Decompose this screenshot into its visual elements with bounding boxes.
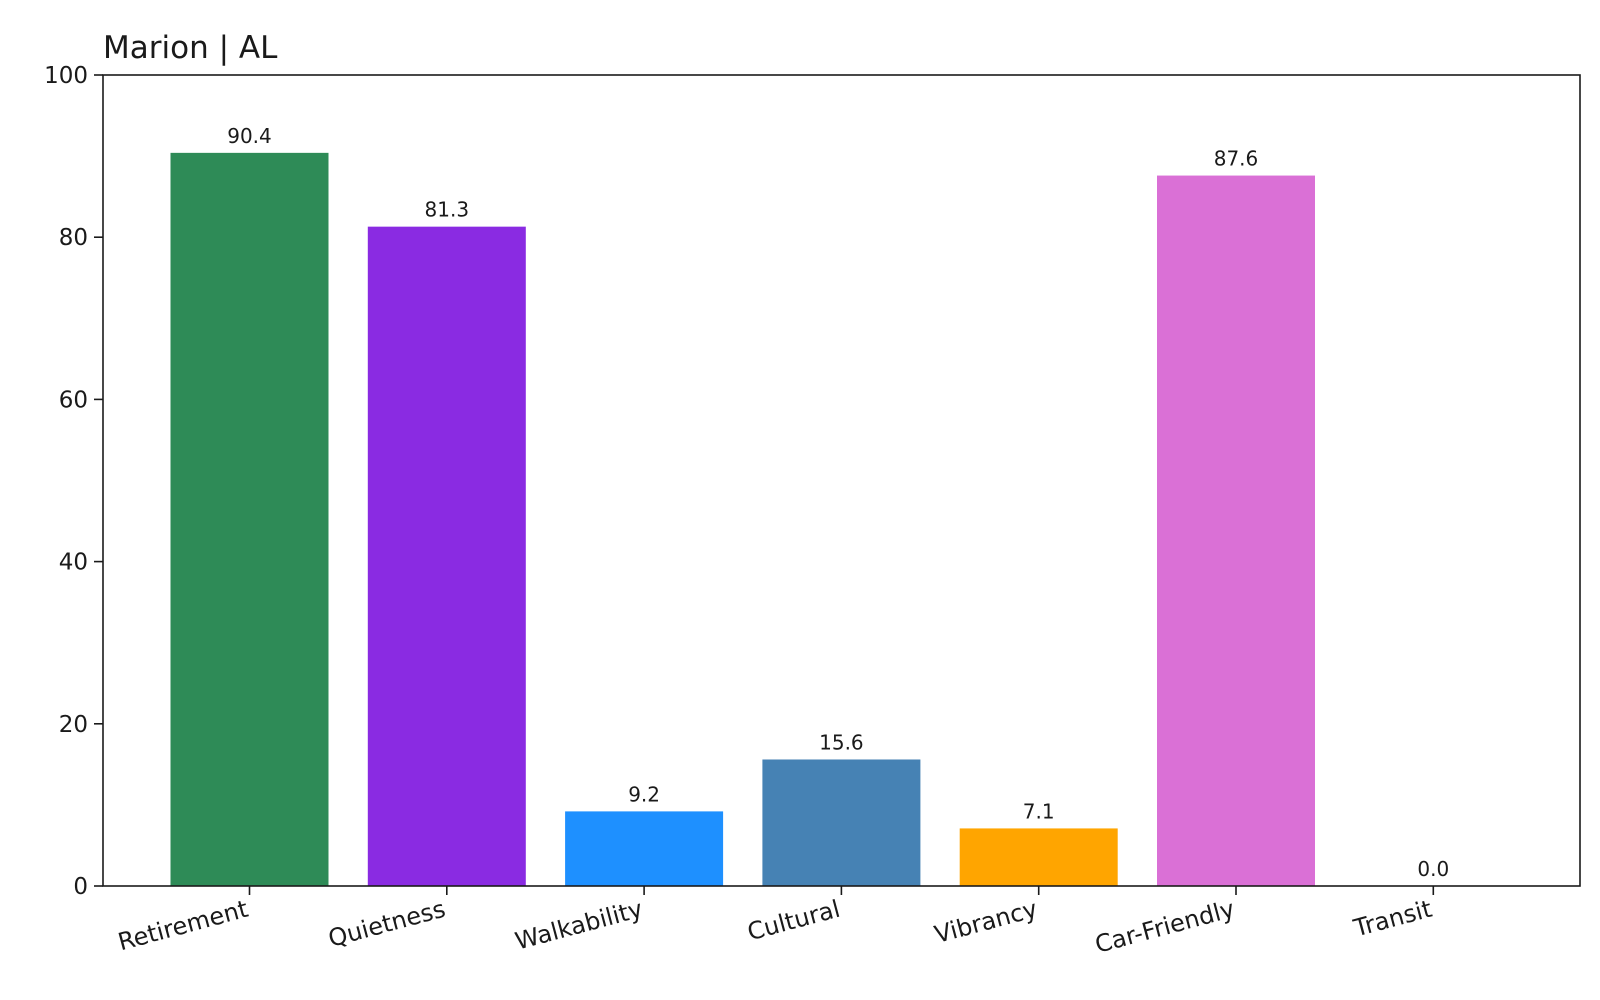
x-tick-label: Car-Friendly — [1092, 895, 1238, 959]
x-tick-label: Vibrancy — [932, 895, 1041, 949]
x-tick-label: Retirement — [115, 895, 251, 957]
y-tick-label: 0 — [73, 874, 88, 900]
data-label: 15.6 — [819, 730, 864, 754]
y-tick-label: 40 — [59, 550, 88, 576]
y-axis: 0 20 40 60 80 100 — [44, 63, 103, 900]
data-label: 87.6 — [1214, 147, 1259, 171]
x-tick-label: Walkability — [512, 895, 645, 956]
bars-layer — [170, 152, 1315, 887]
data-labels-layer: 90.4 81.3 9.2 15.6 7.1 87.6 0.0 — [227, 124, 1449, 881]
x-tick-label: Transit — [1350, 895, 1435, 943]
x-tick-label: Cultural — [744, 895, 843, 947]
bar-vibrancy — [959, 828, 1118, 886]
data-label: 90.4 — [227, 124, 272, 148]
data-label: 9.2 — [628, 782, 660, 806]
bar-retirement — [170, 152, 329, 886]
x-axis: Retirement Quietness Walkability Cultural Vi… — [115, 886, 1435, 959]
bar-quietness — [367, 226, 526, 887]
data-label: 0.0 — [1417, 857, 1449, 881]
y-tick-label: 20 — [59, 712, 88, 738]
y-tick-label: 100 — [44, 63, 88, 89]
bar-cultural — [762, 759, 921, 886]
y-tick-label: 80 — [59, 225, 88, 251]
bar-walkability — [565, 811, 724, 886]
chart-title: Marion | AL — [103, 30, 278, 66]
data-label: 81.3 — [425, 198, 470, 222]
data-label: 7.1 — [1023, 799, 1055, 823]
x-tick-label: Quietness — [325, 895, 448, 953]
y-tick-label: 60 — [59, 387, 88, 413]
bar-car-friendly — [1157, 175, 1315, 887]
